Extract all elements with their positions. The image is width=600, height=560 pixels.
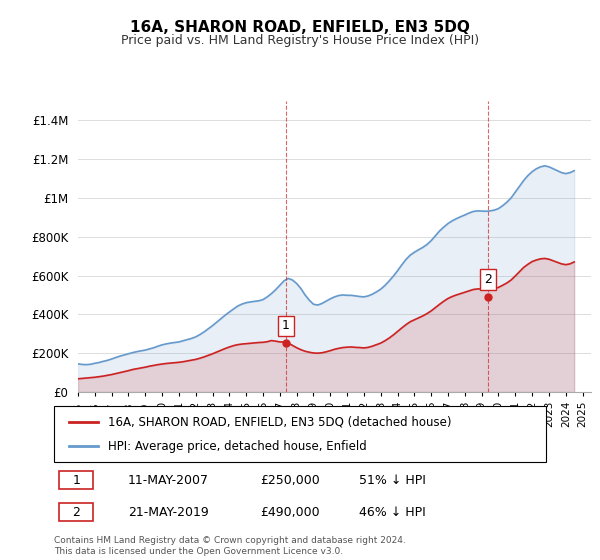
FancyBboxPatch shape (59, 503, 94, 521)
FancyBboxPatch shape (54, 406, 546, 462)
Text: £490,000: £490,000 (260, 506, 320, 519)
Text: 21-MAY-2019: 21-MAY-2019 (128, 506, 209, 519)
Text: Price paid vs. HM Land Registry's House Price Index (HPI): Price paid vs. HM Land Registry's House … (121, 34, 479, 46)
Text: 11-MAY-2007: 11-MAY-2007 (128, 474, 209, 487)
Text: 51% ↓ HPI: 51% ↓ HPI (359, 474, 426, 487)
Text: HPI: Average price, detached house, Enfield: HPI: Average price, detached house, Enfi… (108, 440, 367, 453)
Text: Contains HM Land Registry data © Crown copyright and database right 2024.
This d: Contains HM Land Registry data © Crown c… (54, 536, 406, 556)
Text: 1: 1 (72, 474, 80, 487)
Text: 16A, SHARON ROAD, ENFIELD, EN3 5DQ: 16A, SHARON ROAD, ENFIELD, EN3 5DQ (130, 20, 470, 35)
Text: 46% ↓ HPI: 46% ↓ HPI (359, 506, 426, 519)
Text: 2: 2 (484, 273, 492, 286)
FancyBboxPatch shape (59, 471, 94, 489)
Text: 1: 1 (282, 320, 290, 333)
Text: £250,000: £250,000 (260, 474, 320, 487)
Text: 16A, SHARON ROAD, ENFIELD, EN3 5DQ (detached house): 16A, SHARON ROAD, ENFIELD, EN3 5DQ (deta… (108, 415, 452, 428)
Text: 2: 2 (72, 506, 80, 519)
